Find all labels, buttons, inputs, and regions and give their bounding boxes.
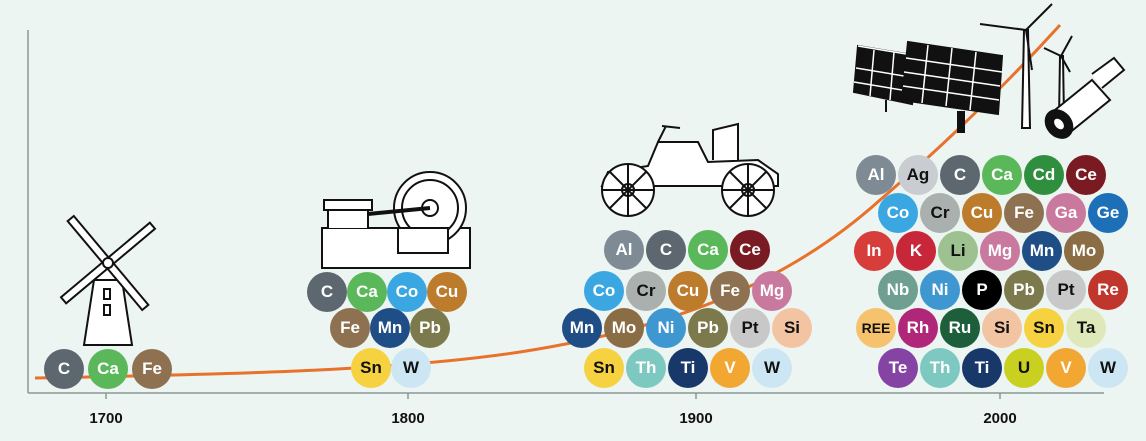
element-rh-2000: Rh: [898, 308, 938, 348]
element-ca-2000: Ca: [982, 155, 1022, 195]
element-pb-1800: Pb: [410, 308, 450, 348]
element-ag-2000: Ag: [898, 155, 938, 195]
element-mg-1900: Mg: [752, 271, 792, 311]
element-nb-2000: Nb: [878, 270, 918, 310]
element-mn-1800: Mn: [370, 308, 410, 348]
element-al-1900: Al: [604, 230, 644, 270]
element-ni-1900: Ni: [646, 308, 686, 348]
element-te-2000: Te: [878, 348, 918, 388]
element-ca-1800: Ca: [347, 272, 387, 312]
element-co-1900: Co: [584, 271, 624, 311]
element-cu-1900: Cu: [668, 271, 708, 311]
element-cd-2000: Cd: [1024, 155, 1064, 195]
element-u-2000: U: [1004, 348, 1044, 388]
element-co-1800: Co: [387, 272, 427, 312]
element-pt-2000: Pt: [1046, 270, 1086, 310]
element-ce-1900: Ce: [730, 230, 770, 270]
year-label-2000: 2000: [983, 410, 1017, 427]
element-al-2000: Al: [856, 155, 896, 195]
year-label-1900: 1900: [679, 410, 713, 427]
element-si-2000: Si: [982, 308, 1022, 348]
element-pb-2000: Pb: [1004, 270, 1044, 310]
element-si-1900: Si: [772, 308, 812, 348]
element-w-1900: W: [752, 348, 792, 388]
element-re-2000: Re: [1088, 270, 1128, 310]
year-label-1700: 1700: [89, 410, 123, 427]
element-ti-2000: Ti: [962, 348, 1002, 388]
element-c-1900: C: [646, 230, 686, 270]
element-mn-2000: Mn: [1022, 231, 1062, 271]
element-mg-2000: Mg: [980, 231, 1020, 271]
element-v-1900: V: [710, 348, 750, 388]
element-ca-1900: Ca: [688, 230, 728, 270]
element-pt-1900: Pt: [730, 308, 770, 348]
element-cr-2000: Cr: [920, 193, 960, 233]
element-ni-2000: Ni: [920, 270, 960, 310]
solar-panel-icon: [852, 40, 1004, 133]
element-in-2000: In: [854, 231, 894, 271]
element-sn-1900: Sn: [584, 348, 624, 388]
element-ge-2000: Ge: [1088, 193, 1128, 233]
element-sn-1800: Sn: [351, 348, 391, 388]
element-v-2000: V: [1046, 348, 1086, 388]
battery-icon: [1044, 56, 1126, 139]
element-th-1900: Th: [626, 348, 666, 388]
element-pb-1900: Pb: [688, 308, 728, 348]
steam-engine-icon: [321, 171, 471, 269]
element-ca-1700: Ca: [88, 349, 128, 389]
element-fe-2000: Fe: [1004, 193, 1044, 233]
element-cr-1900: Cr: [626, 271, 666, 311]
element-fe-1700: Fe: [132, 349, 172, 389]
vintage-car-icon: [600, 122, 779, 217]
element-fe-1800: Fe: [330, 308, 370, 348]
element-mo-2000: Mo: [1064, 231, 1104, 271]
element-ta-2000: Ta: [1066, 308, 1106, 348]
element-li-2000: Li: [938, 231, 978, 271]
element-th-2000: Th: [920, 348, 960, 388]
element-k-2000: K: [896, 231, 936, 271]
element-c-1700: C: [44, 349, 84, 389]
year-label-1800: 1800: [391, 410, 425, 427]
element-co-2000: Co: [878, 193, 918, 233]
element-ga-2000: Ga: [1046, 193, 1086, 233]
element-ti-1900: Ti: [668, 348, 708, 388]
element-fe-1900: Fe: [710, 271, 750, 311]
element-mn-1900: Mn: [562, 308, 602, 348]
element-c-1800: C: [307, 272, 347, 312]
element-cu-1800: Cu: [427, 272, 467, 312]
element-cu-2000: Cu: [962, 193, 1002, 233]
element-mo-1900: Mo: [604, 308, 644, 348]
element-c-2000: C: [940, 155, 980, 195]
element-ree-2000: REE: [856, 308, 896, 348]
element-ce-2000: Ce: [1066, 155, 1106, 195]
element-sn-2000: Sn: [1024, 308, 1064, 348]
element-p-2000: P: [962, 270, 1002, 310]
element-w-2000: W: [1088, 348, 1128, 388]
windmill-icon: [59, 214, 157, 346]
element-ru-2000: Ru: [940, 308, 980, 348]
element-w-1800: W: [391, 348, 431, 388]
